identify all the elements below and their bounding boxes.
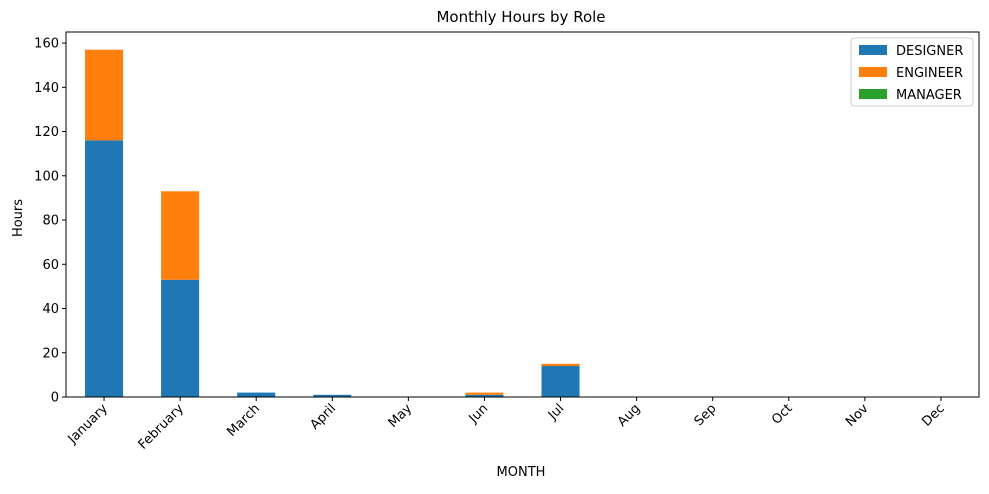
bar-designer-january xyxy=(85,140,124,397)
x-tick-label: January xyxy=(65,401,111,447)
bar-designer-jul xyxy=(541,366,580,397)
bar-engineer-jul xyxy=(541,363,580,367)
x-tick-label: April xyxy=(307,401,339,433)
y-tick-label: 60 xyxy=(42,258,59,273)
x-tick-label: March xyxy=(224,401,263,440)
chart-title: Monthly Hours by Role xyxy=(436,8,605,26)
y-tick-label: 120 xyxy=(34,125,59,140)
plot-area: 0 20 40 60 80 100 120 140 160 January February Marc… xyxy=(34,31,980,453)
y-tick-label: 80 xyxy=(42,214,59,229)
bar-designer-jun xyxy=(465,394,504,397)
bar-designer-february xyxy=(161,279,200,397)
x-tick-label: Sep xyxy=(692,401,720,429)
legend-label-engineer: ENGINEER xyxy=(896,66,963,81)
bar-engineer-jun xyxy=(465,392,504,395)
y-tick-label: 0 xyxy=(51,391,59,406)
x-tick-label: May xyxy=(386,401,416,431)
legend-label-manager: MANAGER xyxy=(896,88,962,103)
legend-swatch-designer xyxy=(859,45,887,55)
x-tick-label: February xyxy=(136,401,188,453)
legend-swatch-manager xyxy=(859,89,887,99)
bar-engineer-january xyxy=(85,49,124,141)
bar-engineer-february xyxy=(161,191,200,280)
x-tick-label: Oct xyxy=(769,401,796,428)
y-tick-label: 160 xyxy=(34,37,59,52)
plot-frame xyxy=(65,31,980,398)
y-axis-label: Hours xyxy=(11,199,26,237)
y-tick-label: 40 xyxy=(42,302,59,317)
x-tick-label: Jul xyxy=(545,401,567,423)
x-tick-label: Aug xyxy=(615,401,644,430)
y-tick-label: 140 xyxy=(34,81,59,96)
x-tick-label: Jun xyxy=(466,401,492,427)
y-tick-label: 20 xyxy=(42,346,59,361)
bar-designer-march xyxy=(237,392,276,397)
bar-designer-april xyxy=(313,394,352,397)
legend-label-designer: DESIGNER xyxy=(896,44,963,59)
legend: DESIGNER ENGINEER MANAGER xyxy=(850,37,974,107)
y-tick-label: 100 xyxy=(34,169,59,184)
x-tick-label: Nov xyxy=(843,401,872,430)
x-axis-label: MONTH xyxy=(497,465,546,480)
x-tick-label: Dec xyxy=(919,401,947,429)
legend-swatch-engineer xyxy=(859,67,887,77)
